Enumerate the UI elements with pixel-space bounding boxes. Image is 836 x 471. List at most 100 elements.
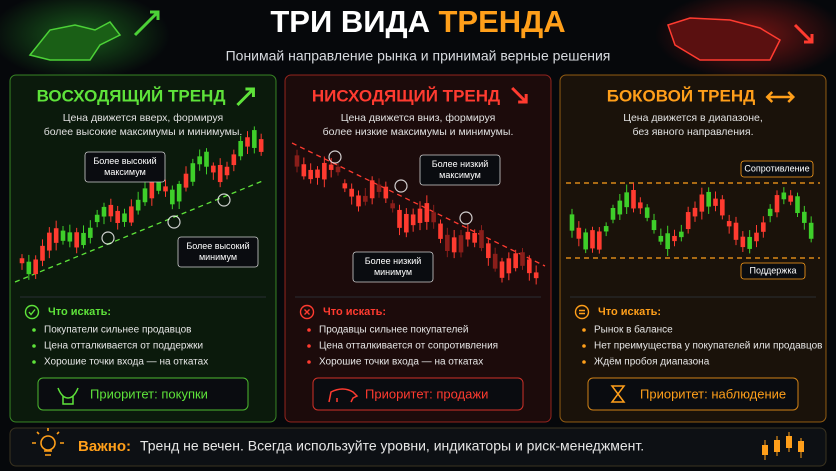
candle-body <box>597 231 602 250</box>
candle-body <box>369 180 375 199</box>
look-for-icon <box>24 304 40 320</box>
footer-box <box>9 427 827 467</box>
candle-body <box>486 243 491 259</box>
candle-body <box>383 186 389 199</box>
bullet-dot <box>32 328 36 332</box>
candle-body <box>672 235 677 242</box>
panel-description: более низкие максимумы и минимумы. <box>323 126 514 138</box>
bullet-text: Ждём пробоя диапазона <box>594 356 710 368</box>
candle-body <box>88 227 93 238</box>
candle-body <box>376 184 382 192</box>
callout-label: минимум <box>199 252 237 262</box>
candle-body <box>576 227 582 239</box>
candle-body <box>610 207 616 220</box>
candle-body <box>81 232 86 246</box>
candle-body <box>417 208 423 223</box>
trend-panel: НИСХОДЯЩИЙ ТРЕНД Цена движется вниз, форм… <box>284 74 552 423</box>
candle-body <box>142 188 148 203</box>
priority-label: Приоритет: продажи <box>365 386 488 401</box>
candle-body <box>631 190 636 209</box>
candle-body <box>197 156 202 165</box>
candle-body <box>458 235 464 253</box>
bullet-text: Хорошие точки входа — на откатах <box>319 357 483 368</box>
candle-body <box>349 188 354 197</box>
candle-body <box>238 140 243 157</box>
candle-body <box>754 232 759 242</box>
candle-body <box>651 220 657 231</box>
candle-body <box>590 230 595 249</box>
look-for-icon <box>299 304 315 320</box>
candle-body <box>149 180 155 199</box>
bullet-text: Нет преимущества у покупателей или прода… <box>594 341 822 352</box>
candle-body <box>533 272 539 279</box>
candle-body <box>506 258 512 274</box>
candle-body <box>156 175 161 191</box>
down-arrow <box>793 23 814 44</box>
bear-icon <box>667 17 781 61</box>
priority-box <box>312 377 524 411</box>
subtitle: Понимай направление рынка и принимай вер… <box>226 48 611 64</box>
candle-body <box>713 198 718 206</box>
callout-label: максимум <box>439 170 481 180</box>
highlight-circle <box>167 215 181 229</box>
candle-body <box>115 210 120 224</box>
candle-body <box>479 230 484 249</box>
title-white: ТРИ ВИДА <box>270 4 429 39</box>
callout-label: Более низкий <box>432 159 489 169</box>
candle-body <box>176 183 182 202</box>
candle-body <box>170 189 175 205</box>
candle-body <box>301 164 307 177</box>
bullet-text: Цена отталкивается от сопротивления <box>319 341 498 352</box>
callout-box <box>740 160 814 178</box>
callout-label: Более высокий <box>93 156 156 166</box>
candle-body <box>644 207 650 218</box>
candle-body <box>438 223 443 239</box>
candle-body <box>163 186 168 192</box>
candle-body <box>513 253 518 269</box>
candle-body <box>520 252 525 266</box>
look-for-label: Что искать: <box>323 306 386 318</box>
candle-body <box>122 213 127 222</box>
candle-body <box>788 195 793 202</box>
priority-label: Приоритет: наблюдение <box>640 386 786 401</box>
title-accent: ТРЕНДА <box>438 4 565 39</box>
icon-check <box>28 309 36 316</box>
up-arrow <box>133 10 160 37</box>
candle-body <box>40 245 45 261</box>
candle-body <box>638 202 643 209</box>
candle-body <box>224 166 230 176</box>
candle-body <box>740 236 746 248</box>
candle-body <box>342 183 348 189</box>
candle-body <box>404 213 409 233</box>
candle-body <box>211 165 216 173</box>
callout-label: минимум <box>374 267 412 277</box>
candle-body <box>527 259 532 274</box>
callout-box <box>419 154 501 186</box>
candle-body <box>424 203 430 222</box>
bullet-text: Рынок в балансе <box>594 324 673 336</box>
highlight-circle <box>328 150 342 164</box>
candle-body <box>679 231 684 238</box>
candle-body <box>390 203 395 209</box>
candle-body <box>583 232 588 250</box>
bullet-dot <box>307 344 311 348</box>
bullet-dot <box>307 360 311 364</box>
candle-body <box>692 207 698 217</box>
candle-body <box>74 232 79 248</box>
bullet-dot <box>582 328 586 332</box>
candle-body <box>472 232 477 243</box>
callout-box <box>740 262 806 280</box>
look-for-label: Что искать: <box>598 306 661 318</box>
candle-body <box>733 222 739 240</box>
bullet-text: Хорошие точки входа — на откатах <box>44 357 208 368</box>
candle-body <box>747 236 752 249</box>
bullet-dot <box>582 360 586 364</box>
candle-body <box>47 232 52 251</box>
callout-box <box>177 236 259 268</box>
footer-candles <box>762 432 804 460</box>
candle-body <box>802 211 807 223</box>
candle-body <box>252 130 257 148</box>
candle-body <box>294 155 300 167</box>
trend-line <box>14 179 266 283</box>
